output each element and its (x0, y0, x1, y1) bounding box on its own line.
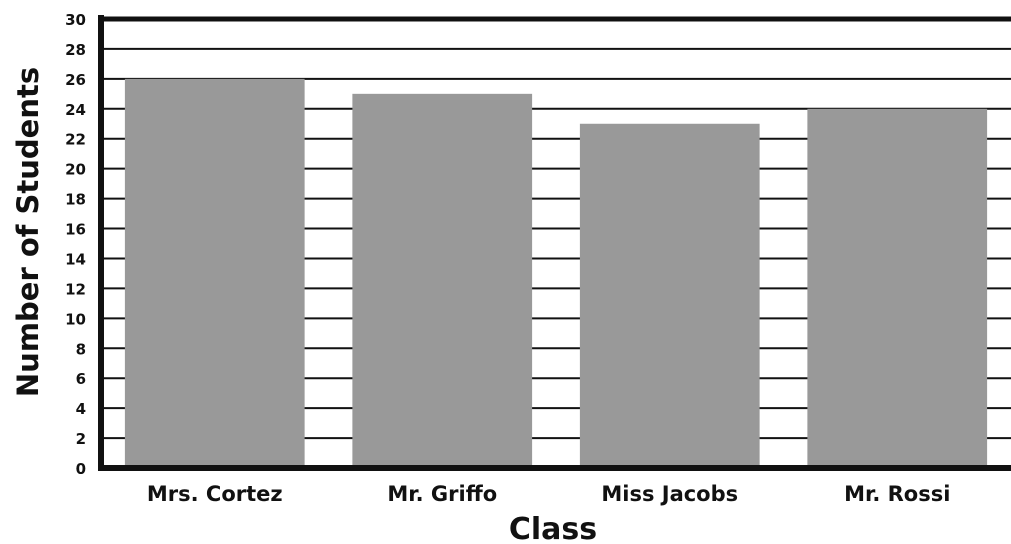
y-tick-label: 16 (65, 221, 86, 239)
x-tick-label: Mr. Griffo (387, 482, 497, 506)
y-tick-label: 4 (76, 400, 86, 418)
x-tick-label: Miss Jacobs (601, 482, 738, 506)
y-tick-label: 10 (65, 310, 86, 328)
y-tick-label: 8 (76, 340, 86, 358)
y-tick-label: 0 (76, 460, 86, 478)
y-tick-label: 14 (65, 250, 86, 268)
y-tick-label: 20 (65, 161, 86, 179)
y-tick-label: 24 (65, 101, 86, 119)
x-axis-title: Class (509, 512, 597, 544)
y-tick-label: 18 (65, 191, 86, 209)
x-tick-labels: Mrs. Cortez Mr. Griffo Miss Jacobs Mr. Ross… (147, 482, 951, 506)
bar (124, 78, 305, 468)
y-axis-title: Number of Students (11, 67, 45, 397)
y-tick-label: 12 (65, 280, 86, 298)
bars (124, 78, 988, 469)
y-tick-label: 6 (76, 370, 86, 388)
y-tick-label: 26 (65, 71, 86, 89)
y-tick-label: 22 (65, 131, 86, 149)
bar (579, 123, 760, 469)
x-tick-label: Mrs. Cortez (147, 482, 283, 506)
axes (98, 15, 1011, 471)
y-tick-label: 28 (65, 41, 86, 59)
y-tick-label: 30 (65, 11, 86, 29)
x-tick-label: Mr. Rossi (844, 482, 950, 506)
y-tick-label: 2 (76, 430, 86, 448)
bar (807, 108, 988, 469)
bar (352, 93, 533, 468)
